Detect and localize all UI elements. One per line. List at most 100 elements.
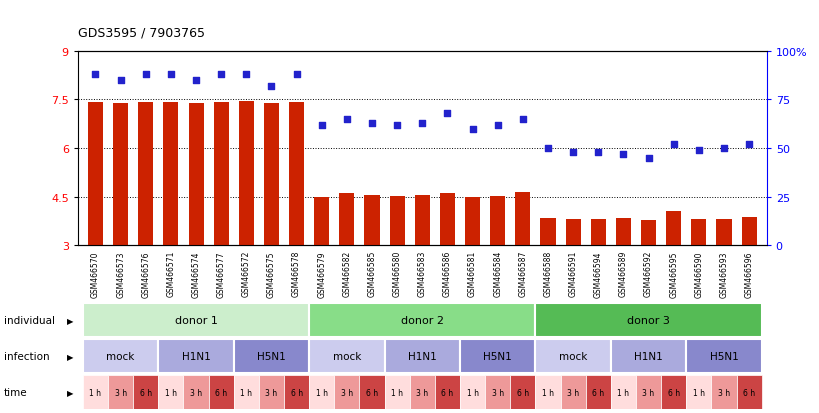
Text: mock: mock (559, 351, 586, 361)
Text: ▶: ▶ (67, 352, 74, 361)
Bar (636, 375, 660, 409)
Text: 6 h: 6 h (139, 388, 152, 397)
Text: mock: mock (333, 351, 360, 361)
Bar (309, 304, 535, 337)
Text: donor 1: donor 1 (174, 316, 217, 325)
Text: 6 h: 6 h (365, 388, 378, 397)
Bar (490, 197, 505, 246)
Bar (113, 104, 128, 246)
Bar (334, 375, 359, 409)
Text: GSM466595: GSM466595 (668, 250, 677, 297)
Bar (665, 212, 681, 246)
Point (164, 71, 177, 78)
Bar (183, 375, 208, 409)
Bar (485, 375, 509, 409)
Bar (289, 103, 304, 246)
Text: H1N1: H1N1 (407, 351, 437, 361)
Text: 3 h: 3 h (265, 388, 277, 397)
Point (390, 122, 403, 129)
Text: GSM466583: GSM466583 (418, 250, 426, 297)
Text: GSM466574: GSM466574 (192, 250, 201, 297)
Bar (464, 198, 480, 246)
Text: donor 3: donor 3 (627, 316, 669, 325)
Bar (339, 194, 354, 246)
Point (189, 78, 202, 84)
Point (616, 151, 629, 158)
Bar (740, 217, 756, 246)
Text: GSM466596: GSM466596 (744, 250, 753, 297)
Text: H5N1: H5N1 (708, 351, 737, 361)
Bar (163, 103, 179, 246)
Text: GSM466587: GSM466587 (518, 250, 527, 297)
Bar (384, 375, 410, 409)
Text: 1 h: 1 h (541, 388, 554, 397)
Text: ▶: ▶ (67, 316, 74, 325)
Text: infection: infection (4, 351, 50, 361)
Bar (158, 339, 233, 373)
Bar (283, 375, 309, 409)
Text: H5N1: H5N1 (257, 351, 286, 361)
Point (441, 110, 454, 117)
Bar (83, 304, 309, 337)
Text: time: time (4, 387, 28, 397)
Point (641, 155, 654, 161)
Bar (264, 104, 278, 246)
Text: 1 h: 1 h (89, 388, 102, 397)
Bar (535, 304, 761, 337)
Bar (384, 339, 459, 373)
Point (314, 122, 328, 129)
Text: H1N1: H1N1 (633, 351, 662, 361)
Bar (640, 221, 655, 246)
Point (667, 142, 680, 148)
Text: GSM466577: GSM466577 (216, 250, 225, 297)
Text: GSM466578: GSM466578 (292, 250, 301, 297)
Bar (88, 103, 103, 246)
Bar (535, 375, 560, 409)
Bar (565, 219, 580, 246)
Text: 3 h: 3 h (491, 388, 503, 397)
Point (290, 71, 303, 78)
Bar (535, 339, 610, 373)
Text: GSM466576: GSM466576 (141, 250, 150, 297)
Bar (309, 339, 384, 373)
Text: GSM466581: GSM466581 (468, 250, 477, 297)
Point (541, 145, 554, 152)
Text: GSM466592: GSM466592 (643, 250, 652, 297)
Text: GSM466582: GSM466582 (342, 250, 351, 297)
Text: GSM466575: GSM466575 (267, 250, 276, 297)
Bar (233, 339, 309, 373)
Bar (716, 219, 731, 246)
Bar (459, 375, 485, 409)
Point (139, 71, 152, 78)
Bar (233, 375, 259, 409)
Bar (359, 375, 384, 409)
Bar (560, 375, 585, 409)
Text: donor 2: donor 2 (400, 316, 443, 325)
Bar (138, 103, 153, 246)
Bar (459, 339, 535, 373)
Text: 3 h: 3 h (416, 388, 428, 397)
Bar (214, 103, 229, 246)
Text: GSM466579: GSM466579 (317, 250, 326, 297)
Text: 1 h: 1 h (617, 388, 629, 397)
Bar (434, 375, 459, 409)
Text: GSM466589: GSM466589 (618, 250, 627, 297)
Bar (309, 375, 334, 409)
Bar (83, 339, 158, 373)
Bar (514, 192, 530, 246)
Text: 6 h: 6 h (290, 388, 302, 397)
Bar (314, 197, 329, 246)
Text: 6 h: 6 h (742, 388, 754, 397)
Text: GSM466591: GSM466591 (568, 250, 577, 297)
Text: 3 h: 3 h (190, 388, 201, 397)
Bar (711, 375, 735, 409)
Bar (585, 375, 610, 409)
Bar (509, 375, 535, 409)
Point (340, 116, 353, 123)
Bar (133, 375, 158, 409)
Text: individual: individual (4, 316, 55, 325)
Bar (735, 375, 761, 409)
Bar (686, 339, 761, 373)
Point (239, 71, 252, 78)
Text: GSM466586: GSM466586 (442, 250, 451, 297)
